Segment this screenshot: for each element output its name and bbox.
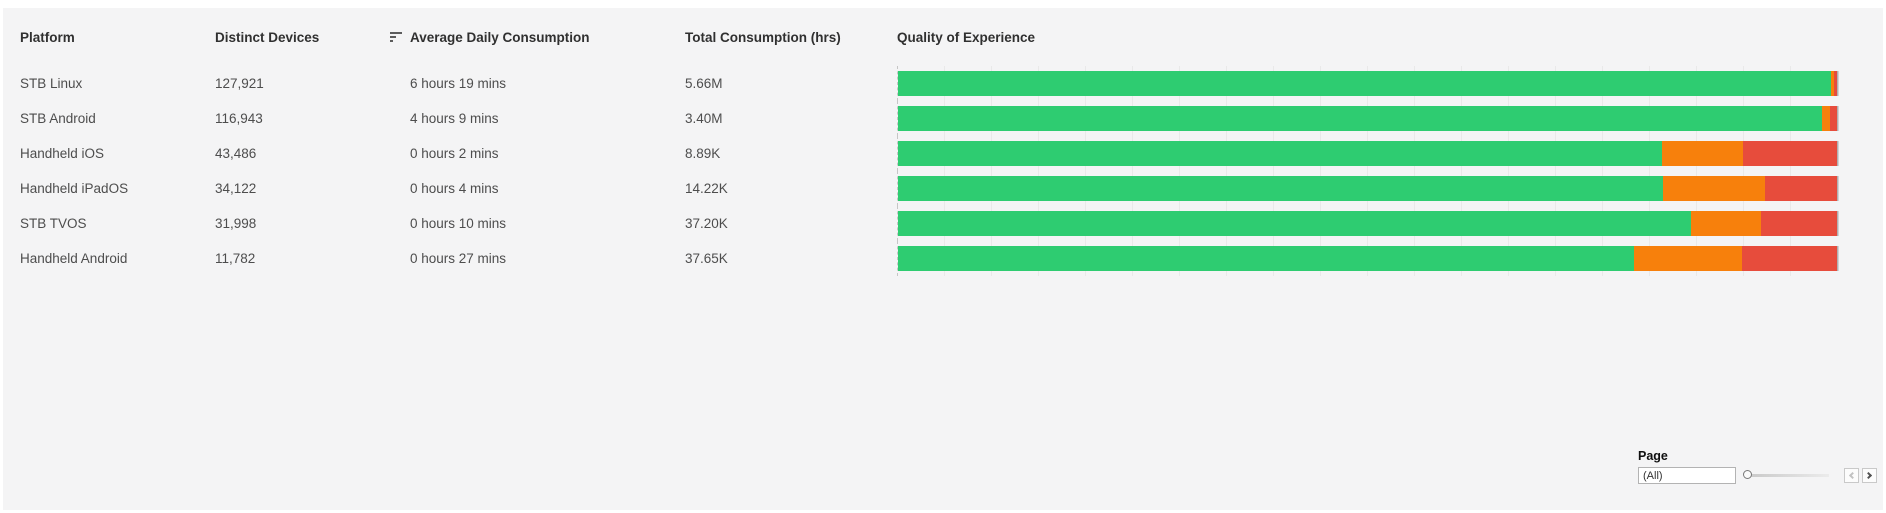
qoe-stacked-bar (898, 71, 1837, 96)
qoe-poor-segment[interactable] (1834, 71, 1837, 96)
platform-consumption-table: Platform Distinct Devices Average Daily … (3, 8, 1883, 276)
table-row: STB Android 116,943 4 hours 9 mins 3.40M (20, 101, 1837, 136)
cell-distinct-devices: 43,486 (215, 146, 257, 161)
cell-average-daily-consumption: 0 hours 27 mins (410, 251, 507, 266)
cell-total-consumption: 8.89K (685, 146, 721, 161)
page-filter-input[interactable] (1638, 467, 1736, 484)
qoe-fair-segment[interactable] (1821, 106, 1831, 131)
cell-average-daily-consumption: 0 hours 2 mins (410, 146, 499, 161)
chevron-left-icon (1848, 471, 1857, 480)
cell-distinct-devices: 31,998 (215, 216, 257, 231)
cell-average-daily-consumption: 4 hours 9 mins (410, 111, 499, 126)
cell-quality-of-experience (897, 101, 1837, 136)
qoe-good-segment[interactable] (898, 211, 1692, 236)
qoe-stacked-bar (898, 141, 1837, 166)
cell-platform: STB Android (20, 111, 96, 126)
cell-platform: STB TVOS (20, 216, 87, 231)
qoe-poor-segment[interactable] (1830, 106, 1837, 131)
cell-platform: Handheld iOS (20, 146, 105, 161)
table-row: Handheld iOS 43,486 0 hours 2 mins 8.89K (20, 136, 1837, 171)
cell-total-consumption: 3.40M (685, 111, 723, 126)
qoe-fair-segment[interactable] (1691, 211, 1761, 236)
column-header-platform[interactable]: Platform (20, 29, 75, 45)
qoe-good-segment[interactable] (898, 106, 1822, 131)
cell-distinct-devices: 127,921 (215, 76, 264, 91)
page-slider[interactable] (1743, 470, 1829, 481)
cell-total-consumption: 5.66M (685, 76, 723, 91)
column-header-average-daily-consumption[interactable]: Average Daily Consumption (390, 30, 685, 45)
qoe-fair-segment[interactable] (1634, 246, 1743, 271)
previous-page-button[interactable] (1844, 468, 1859, 483)
qoe-good-segment[interactable] (898, 71, 1832, 96)
table-row: Handheld Android 11,782 0 hours 27 mins … (20, 241, 1837, 276)
qoe-fair-segment[interactable] (1663, 176, 1765, 201)
cell-average-daily-consumption: 0 hours 4 mins (410, 181, 499, 196)
page-slider-knob[interactable] (1743, 470, 1752, 479)
cell-platform: STB Linux (20, 76, 83, 91)
column-header-label: Average Daily Consumption (410, 29, 590, 45)
table-header-row: Platform Distinct Devices Average Daily … (20, 8, 1837, 66)
page-slider-track[interactable] (1744, 474, 1829, 477)
cell-quality-of-experience (897, 171, 1837, 206)
next-page-button[interactable] (1862, 468, 1877, 483)
page-filter-controls (1638, 467, 1882, 484)
qoe-fair-segment[interactable] (1831, 71, 1835, 96)
cell-quality-of-experience (897, 241, 1837, 276)
cell-total-consumption: 37.65K (685, 251, 728, 266)
qoe-stacked-bar (898, 246, 1837, 271)
sort-descending-icon (390, 32, 402, 42)
qoe-good-segment[interactable] (898, 246, 1635, 271)
qoe-poor-segment[interactable] (1760, 211, 1837, 236)
qoe-stacked-bar (898, 176, 1837, 201)
qoe-poor-segment[interactable] (1742, 246, 1837, 271)
cell-average-daily-consumption: 0 hours 10 mins (410, 216, 507, 231)
table-row: STB Linux 127,921 6 hours 19 mins 5.66M (20, 66, 1837, 101)
cell-quality-of-experience (897, 66, 1837, 101)
table-row: Handheld iPadOS 34,122 0 hours 4 mins 14… (20, 171, 1837, 206)
qoe-stacked-bar (898, 106, 1837, 131)
cell-quality-of-experience (897, 206, 1837, 241)
qoe-good-segment[interactable] (898, 176, 1664, 201)
cell-platform: Handheld Android (20, 251, 128, 266)
qoe-fair-segment[interactable] (1662, 141, 1744, 166)
column-header-quality-of-experience[interactable]: Quality of Experience (897, 29, 1036, 45)
cell-distinct-devices: 34,122 (215, 181, 257, 196)
qoe-poor-segment[interactable] (1764, 176, 1837, 201)
cell-platform: Handheld iPadOS (20, 181, 129, 196)
page-filter-label: Page (1638, 449, 1668, 463)
cell-distinct-devices: 11,782 (215, 251, 256, 266)
cell-total-consumption: 14.22K (685, 181, 728, 196)
chevron-right-icon (1864, 471, 1873, 480)
qoe-poor-segment[interactable] (1743, 141, 1837, 166)
cell-total-consumption: 37.20K (685, 216, 728, 231)
column-header-total-consumption[interactable]: Total Consumption (hrs) (685, 29, 841, 45)
qoe-stacked-bar (898, 211, 1837, 236)
page-filter: Page (1638, 449, 1882, 484)
column-header-distinct-devices[interactable]: Distinct Devices (215, 29, 320, 45)
table-body: STB Linux 127,921 6 hours 19 mins 5.66M … (20, 66, 1837, 276)
cell-quality-of-experience (897, 136, 1837, 171)
qoe-good-segment[interactable] (898, 141, 1663, 166)
cell-average-daily-consumption: 6 hours 19 mins (410, 76, 507, 91)
cell-distinct-devices: 116,943 (215, 111, 263, 126)
table-row: STB TVOS 31,998 0 hours 10 mins 37.20K (20, 206, 1837, 241)
dashboard-panel: Platform Distinct Devices Average Daily … (3, 8, 1883, 510)
